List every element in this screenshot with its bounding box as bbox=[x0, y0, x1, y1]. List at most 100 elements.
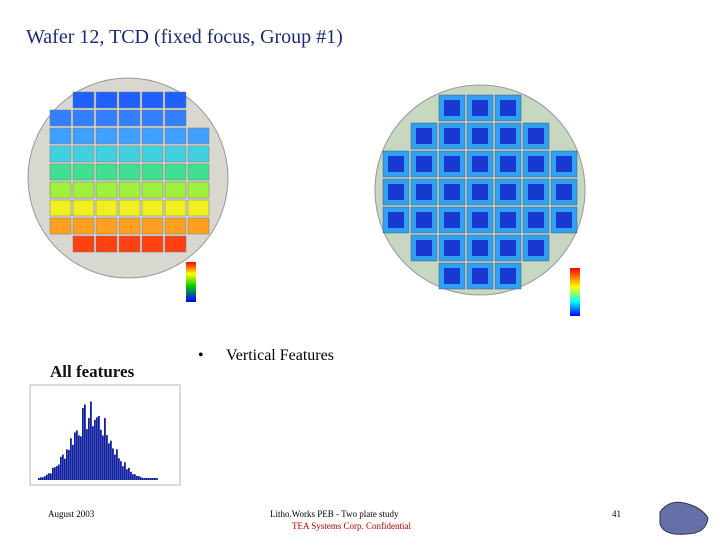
die bbox=[118, 109, 141, 127]
histogram-bar bbox=[70, 438, 72, 480]
die bbox=[118, 181, 141, 199]
histogram-bar bbox=[114, 454, 116, 480]
die-core bbox=[472, 212, 488, 228]
die-core bbox=[500, 128, 516, 144]
histogram-bar bbox=[144, 478, 146, 480]
die-core bbox=[472, 184, 488, 200]
die-core bbox=[472, 156, 488, 172]
die bbox=[187, 127, 210, 145]
histogram-bar bbox=[94, 419, 96, 480]
die bbox=[49, 145, 72, 163]
color-bar bbox=[186, 262, 196, 302]
die bbox=[118, 217, 141, 235]
die bbox=[141, 235, 164, 253]
die bbox=[95, 109, 118, 127]
histogram-bar bbox=[52, 467, 54, 480]
histogram-bar bbox=[68, 450, 70, 480]
histogram-bar bbox=[148, 478, 150, 480]
die-core bbox=[416, 212, 432, 228]
die bbox=[438, 178, 466, 206]
die bbox=[141, 163, 164, 181]
die bbox=[72, 91, 95, 109]
die bbox=[72, 145, 95, 163]
die-core bbox=[416, 240, 432, 256]
die bbox=[95, 217, 118, 235]
histogram-bar bbox=[110, 440, 112, 480]
die bbox=[164, 181, 187, 199]
histogram-bar bbox=[50, 473, 52, 480]
histogram-bar bbox=[78, 435, 80, 480]
histogram-bar bbox=[66, 449, 68, 480]
histogram-bar bbox=[54, 467, 56, 480]
die bbox=[49, 217, 72, 235]
die bbox=[141, 127, 164, 145]
die bbox=[72, 127, 95, 145]
die bbox=[49, 181, 72, 199]
die-core bbox=[472, 240, 488, 256]
histogram-bar bbox=[72, 444, 74, 480]
histogram-bar bbox=[106, 435, 108, 480]
histogram-bar bbox=[100, 429, 102, 480]
die bbox=[118, 91, 141, 109]
die-core bbox=[416, 184, 432, 200]
die bbox=[72, 217, 95, 235]
histogram-bar bbox=[140, 477, 142, 480]
die bbox=[118, 145, 141, 163]
die bbox=[164, 91, 187, 109]
die-core bbox=[388, 212, 404, 228]
die-core bbox=[500, 100, 516, 116]
die bbox=[49, 109, 72, 127]
die bbox=[95, 127, 118, 145]
die bbox=[49, 199, 72, 217]
histogram-bar bbox=[48, 473, 50, 480]
histogram-bar bbox=[156, 478, 158, 480]
die-core bbox=[444, 268, 460, 284]
die-core bbox=[500, 184, 516, 200]
histogram-bar bbox=[132, 474, 134, 480]
histogram-bar bbox=[124, 462, 126, 480]
die-core bbox=[416, 156, 432, 172]
histogram-bar bbox=[108, 443, 110, 480]
die bbox=[466, 262, 494, 290]
die bbox=[72, 181, 95, 199]
die bbox=[72, 109, 95, 127]
histogram-bar bbox=[62, 454, 64, 480]
die-core bbox=[444, 128, 460, 144]
histogram-bar bbox=[126, 469, 128, 480]
histogram-bar bbox=[152, 478, 154, 480]
die-core bbox=[388, 184, 404, 200]
die bbox=[187, 217, 210, 235]
histogram-bar bbox=[130, 471, 132, 480]
die-core bbox=[500, 212, 516, 228]
die bbox=[522, 206, 550, 234]
histogram-bar bbox=[118, 458, 120, 480]
footer-date: August 2003 bbox=[48, 509, 95, 519]
histogram-bar bbox=[80, 436, 82, 480]
histogram-bar bbox=[38, 477, 40, 480]
histogram-bar bbox=[116, 449, 118, 480]
die bbox=[118, 199, 141, 217]
die bbox=[141, 145, 164, 163]
die bbox=[164, 109, 187, 127]
bullet: • bbox=[198, 347, 204, 364]
die bbox=[141, 91, 164, 109]
die bbox=[187, 145, 210, 163]
die-core bbox=[444, 212, 460, 228]
die bbox=[118, 163, 141, 181]
die bbox=[49, 127, 72, 145]
footer-title: Litho.Works PEB - Two plate study bbox=[270, 509, 399, 519]
die bbox=[118, 235, 141, 253]
die-core bbox=[556, 212, 572, 228]
die-core bbox=[388, 156, 404, 172]
die-core bbox=[472, 100, 488, 116]
histogram-bar bbox=[42, 477, 44, 480]
histogram-bar bbox=[136, 475, 138, 480]
die-core bbox=[500, 268, 516, 284]
die-core bbox=[472, 128, 488, 144]
histogram-bar bbox=[122, 466, 124, 480]
die bbox=[164, 199, 187, 217]
die-core bbox=[500, 240, 516, 256]
histogram-bar bbox=[58, 464, 60, 480]
histogram-bar bbox=[96, 417, 98, 480]
